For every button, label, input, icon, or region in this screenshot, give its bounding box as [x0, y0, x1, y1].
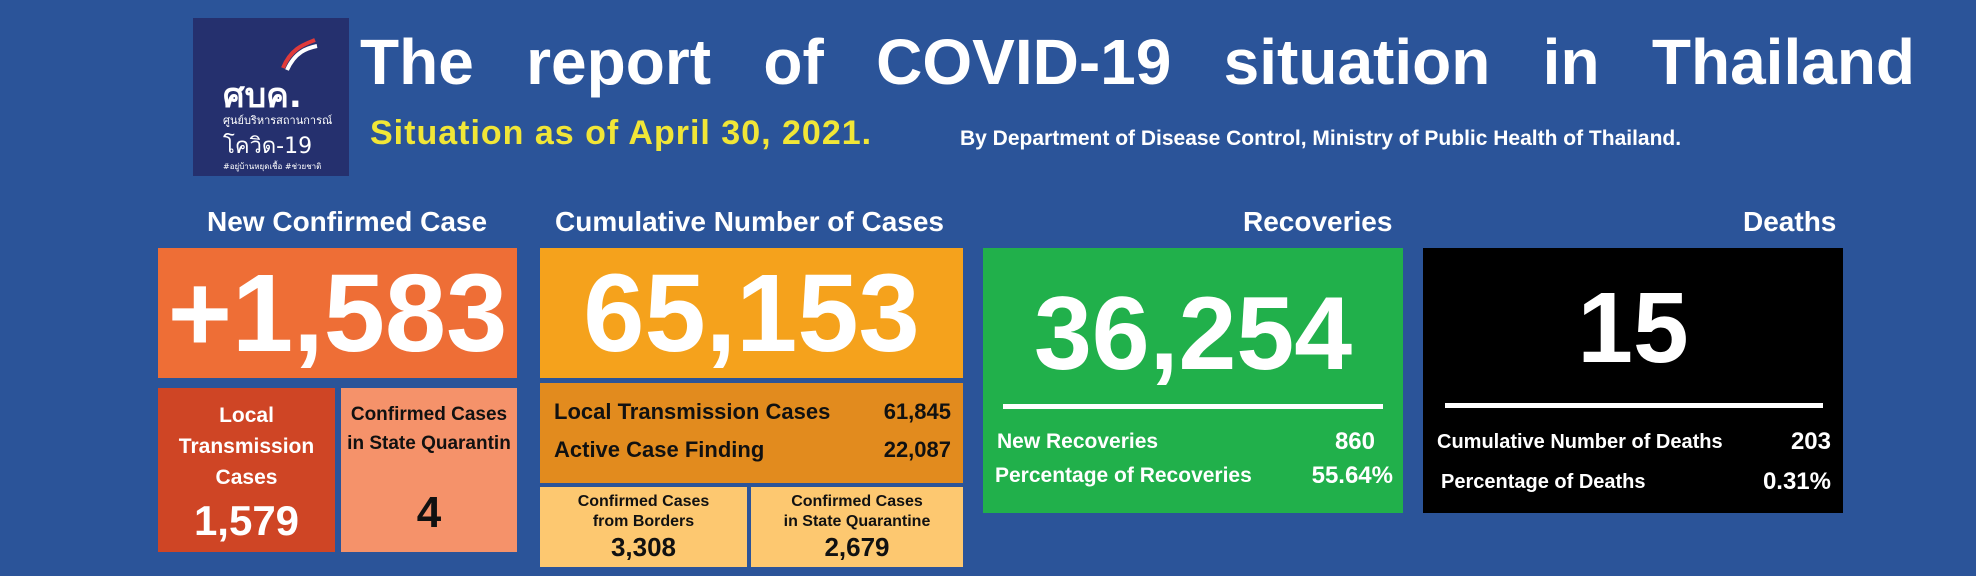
cum-state-quarantine-card: Confirmed Cases in State Quarantine 2,67… — [751, 487, 963, 567]
deaths-divider — [1445, 403, 1823, 408]
title-word: report — [526, 26, 712, 98]
borders-label-line1: Confirmed Cases — [577, 493, 710, 510]
thai-flag-ribbon-icon — [281, 38, 318, 71]
cum-local-label: Local Transmission Cases — [554, 399, 831, 424]
logo-text-covid: โควิด-19 — [223, 134, 313, 159]
local-transmission-card: Local Transmission Cases 1,579 — [158, 388, 335, 552]
cumulative-breakdown: Local Transmission Cases 61,845 Active C… — [540, 383, 963, 483]
title-word: situation — [1223, 26, 1491, 98]
cum-deaths-value: 203 — [1790, 428, 1831, 455]
situation-date: Situation as of April 30, 2021. — [370, 114, 873, 152]
logo-text-hashtag: #อยู่บ้านหยุดเชื้อ #ช่วยชาติ — [223, 162, 322, 171]
cum-sq-label-line2: in State Quarantine — [783, 513, 931, 530]
deaths-card: 15 Cumulative Number of Deaths 203 Perce… — [1423, 248, 1843, 513]
title-word: in — [1542, 26, 1600, 98]
title-word: Thailand — [1651, 26, 1915, 98]
local-label-line1: Local — [219, 404, 274, 427]
new-recoveries-value: 860 — [1334, 428, 1375, 455]
local-label-line2: Transmission — [178, 435, 315, 458]
logo-text-center-name: ศูนย์บริหารสถานการณ์ — [223, 114, 333, 127]
title-word: The — [360, 26, 474, 98]
cumulative-value: 65,153 — [540, 248, 963, 378]
death-pct-label: Percentage of Deaths — [1441, 470, 1646, 493]
title-word: COVID-19 — [876, 26, 1172, 98]
local-label-line3: Cases — [215, 466, 278, 489]
cum-state-quarantine-value: 2,679 — [824, 532, 890, 562]
state-quarantine-value: 4 — [416, 488, 442, 537]
title-word: of — [763, 26, 824, 98]
active-case-value: 22,087 — [883, 437, 951, 462]
cum-sq-label-line1: Confirmed Cases — [791, 493, 923, 510]
recovery-pct-value: 55.64% — [1311, 462, 1393, 489]
recoveries-divider — [1003, 404, 1383, 409]
cum-deaths-label: Cumulative Number of Deaths — [1437, 430, 1723, 453]
sq-label-line1: Confirmed Cases — [350, 404, 508, 425]
cumulative-header: Cumulative Number of Cases — [555, 206, 944, 237]
report-title: The report of COVID-19 situation in Thai… — [360, 22, 1915, 102]
deaths-value: 15 — [1577, 272, 1689, 384]
local-transmission-value: 1,579 — [193, 497, 300, 544]
borders-label-line2: from Borders — [592, 513, 695, 530]
sq-label-line2: in State Quarantin — [347, 433, 511, 454]
new-confirmed-value: +1,583 — [158, 248, 517, 378]
recoveries-header: Recoveries — [1243, 206, 1393, 237]
borders-value: 3,308 — [610, 532, 677, 562]
state-quarantine-card: Confirmed Cases in State Quarantin 4 — [341, 388, 517, 552]
new-recoveries-label: New Recoveries — [997, 430, 1159, 453]
death-pct-value: 0.31% — [1762, 468, 1831, 495]
source-text: By Department of Disease Control, Minist… — [960, 127, 1682, 150]
cum-local-value: 61,845 — [883, 399, 951, 424]
recoveries-value: 36,254 — [1033, 276, 1353, 392]
recovery-pct-label: Percentage of Recoveries — [995, 464, 1252, 487]
recoveries-card: 36,254 New Recoveries 860 Percentage of … — [983, 248, 1403, 513]
logo-text-acronym: ศบค. — [223, 76, 302, 116]
borders-card: Confirmed Cases from Borders 3,308 — [540, 487, 747, 567]
active-case-label: Active Case Finding — [554, 437, 765, 462]
new-confirmed-header: New Confirmed Case — [207, 206, 488, 237]
deaths-header: Deaths — [1743, 206, 1837, 237]
ccsa-logo: ศบค. ศูนย์บริหารสถานการณ์ โควิด-19 #อยู่… — [193, 18, 349, 176]
